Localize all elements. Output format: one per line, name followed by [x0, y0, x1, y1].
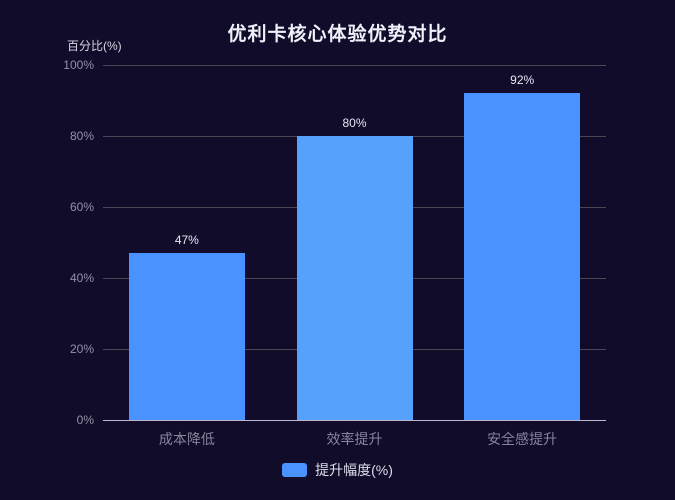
plot-area: 0% 20% 40% 60% 80% 100% 47% 成本降低 80% 效率提升 92% 安全感提升 [63, 58, 606, 447]
y-axis-tick-label: 40% [69, 271, 94, 285]
x-axis-label: 效率提升 [326, 431, 383, 447]
y-axis-tick-label: 0% [76, 413, 94, 427]
legend-swatch [282, 463, 308, 477]
y-axis-name: 百分比(%) [67, 39, 122, 53]
legend-item[interactable]: 提升幅度(%) [0, 461, 675, 479]
chart-title: 优利卡核心体验优势对比 [227, 24, 448, 45]
bar-value-label: 92% [510, 73, 535, 87]
gridline [103, 65, 606, 66]
bar-2[interactable] [296, 136, 413, 420]
bar-value-label: 80% [342, 116, 367, 130]
x-axis-label: 安全感提升 [487, 431, 558, 447]
y-axis-tick-label: 60% [69, 200, 94, 214]
bar-3[interactable] [464, 93, 581, 420]
y-axis-tick-label: 80% [69, 129, 94, 143]
legend-label: 提升幅度(%) [315, 462, 393, 478]
bar-value-label: 47% [174, 233, 199, 247]
bar-1[interactable] [128, 253, 245, 420]
x-axis-label: 成本降低 [158, 431, 215, 447]
y-axis-tick-label: 100% [63, 58, 94, 72]
y-axis-tick-label: 20% [69, 342, 94, 356]
